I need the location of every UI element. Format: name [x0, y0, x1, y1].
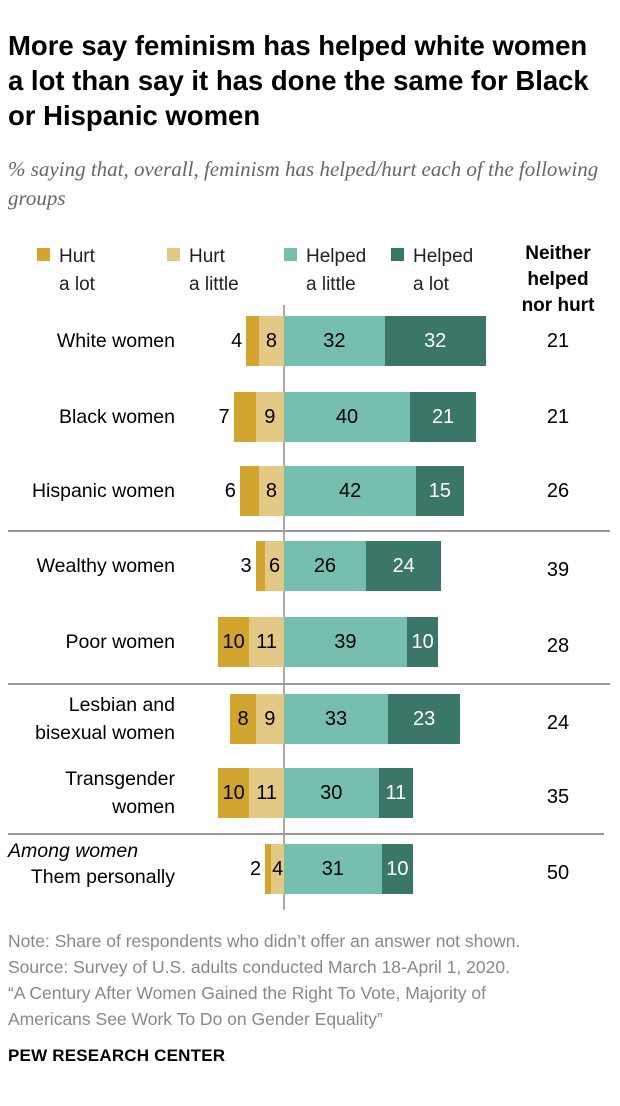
bar-helped-a-little: 26: [284, 541, 366, 591]
legend-item: Helped a little: [284, 243, 366, 299]
bar-hurt-a-lot: [265, 844, 272, 894]
legend-swatch: [167, 248, 180, 261]
neither-value: 50: [546, 862, 570, 884]
category-label: White women: [56, 330, 175, 352]
notes: Note: Share of respondents who didn’t of…: [8, 928, 520, 1032]
bar-helped-a-lot: 24: [365, 541, 442, 591]
bar-helped-a-little: 32: [284, 316, 385, 366]
chart-subtitle: % saying that, overall, feminism has hel…: [8, 157, 599, 210]
bar-hurt-a-little: 4: [271, 844, 284, 894]
bar-hurt-a-lot: 10: [217, 768, 250, 818]
note-line: Source: Survey of U.S. adults conducted …: [8, 957, 510, 977]
bar-hurt-a-little: 8: [258, 316, 284, 366]
bar-hurt-a-little: 11: [249, 617, 284, 667]
note-line: “A Century After Women Gained the Right …: [8, 983, 486, 1003]
legend-label: Hurt a lot: [59, 246, 95, 295]
category-label: Black women: [59, 406, 175, 428]
bar-helped-a-lot: 23: [387, 694, 461, 744]
neither-value: 21: [546, 330, 570, 352]
neither-value: 39: [546, 559, 570, 581]
neither-value: 35: [546, 786, 570, 808]
bar-helped-a-lot: 32: [384, 316, 486, 366]
neither-column-header: Neither helped nor hurt: [521, 243, 595, 316]
bar-helped-a-lot: 10: [406, 617, 439, 667]
legend-label: Helped a lot: [413, 246, 474, 295]
neither-value: 26: [546, 480, 570, 502]
bar-hurt-a-lot: [239, 466, 259, 516]
category-label: Wealthy women: [36, 555, 175, 577]
bar-hurt-a-lot: [233, 392, 256, 442]
bar-helped-a-lot: 15: [416, 466, 464, 516]
legend-item: Hurt a little: [167, 243, 239, 299]
zero-axis-line: [283, 305, 285, 910]
bar-hurt-a-little: 11: [249, 768, 284, 818]
bar-hurt-a-lot: [246, 316, 259, 366]
category-label: Them personally: [30, 866, 175, 888]
legend-swatch: [37, 248, 50, 261]
bar-helped-a-little: 42: [284, 466, 417, 516]
category-label: Poor women: [65, 631, 175, 653]
neither-value: 24: [546, 712, 570, 734]
bar-hurt-a-lot: [255, 541, 266, 591]
bar-helped-a-little: 39: [284, 617, 407, 667]
category-label: Transgender women: [65, 768, 175, 818]
bar-helped-a-lot: 21: [410, 392, 477, 442]
data-label: 4: [231, 330, 243, 352]
group-label: Among women: [8, 840, 139, 862]
bar-hurt-a-little: 9: [255, 392, 284, 442]
neither-value: 28: [546, 635, 570, 657]
neither-value: 21: [546, 406, 570, 428]
bar-helped-a-lot: 11: [378, 768, 414, 818]
bar-helped-a-little: 30: [284, 768, 379, 818]
bar-hurt-a-little: 8: [258, 466, 284, 516]
category-label: Lesbian and bisexual women: [35, 694, 175, 744]
group-separator: [8, 683, 610, 685]
legend-item: Helped a lot: [391, 243, 473, 299]
chart-title: More say feminism has helped white women…: [8, 30, 589, 131]
note-line: Americans See Work To Do on Gender Equal…: [8, 1009, 383, 1029]
bar-helped-a-little: 33: [284, 694, 388, 744]
data-label: 6: [224, 480, 236, 502]
legend-label: Helped a little: [306, 246, 367, 295]
group-separator: [8, 833, 604, 835]
bar-helped-a-little: 40: [284, 392, 410, 442]
legend-swatch: [284, 248, 297, 261]
legend-item: Hurt a lot: [37, 243, 95, 299]
bar-helped-a-little: 31: [284, 844, 382, 894]
bar-hurt-a-little: 9: [255, 694, 284, 744]
data-label: 7: [218, 406, 230, 428]
legend-swatch: [391, 248, 404, 261]
bar-hurt-a-lot: 8: [230, 694, 256, 744]
data-label: 3: [240, 555, 252, 577]
bar-hurt-a-little: 6: [265, 541, 284, 591]
group-separator: [8, 530, 610, 532]
category-label: Hispanic women: [31, 480, 175, 502]
legend-label: Hurt a little: [189, 246, 239, 295]
note-line: Note: Share of respondents who didn’t of…: [8, 931, 521, 951]
bar-hurt-a-lot: 10: [217, 617, 250, 667]
bar-helped-a-lot: 10: [381, 844, 414, 894]
source-logo: PEW RESEARCH CENTER: [8, 1046, 226, 1065]
data-label: 2: [249, 858, 262, 880]
